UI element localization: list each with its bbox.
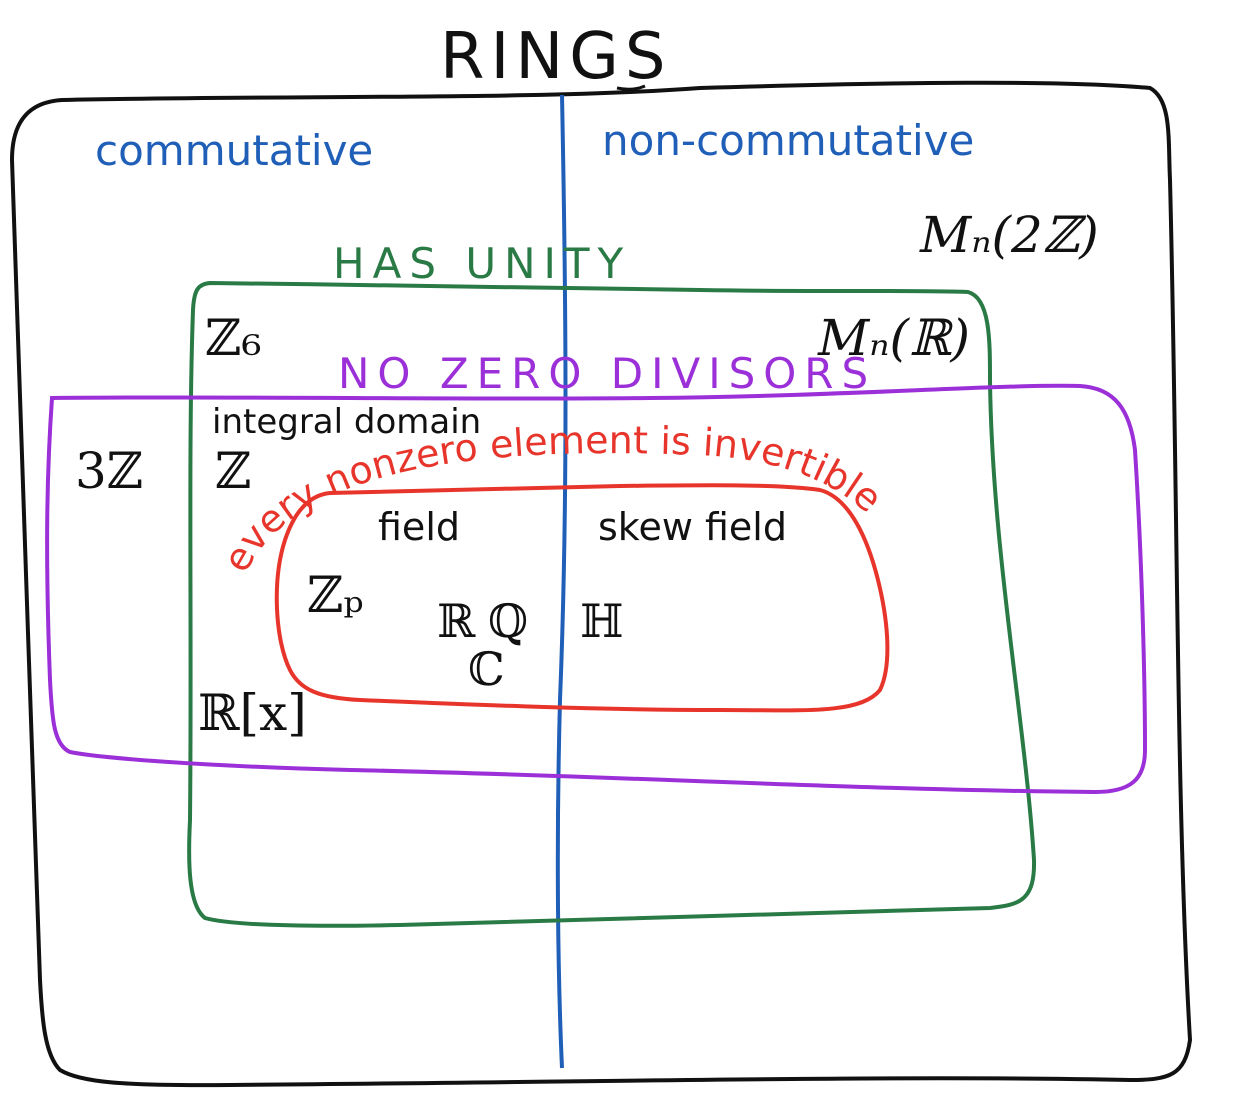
ring-3z: 3ℤ [75,442,143,500]
field-label: field [378,505,460,549]
commutative-divider [555,94,568,1069]
ring-zp: ℤₚ [307,566,364,624]
division-ring-region [274,483,890,713]
ring-polynomials: ℝ[x] [198,684,307,742]
non-commutative-label: non-commutative [602,116,974,165]
ring-z6: ℤ₆ [205,309,262,367]
has-unity-region [187,280,1037,928]
ring-rationals: ℚ [488,594,528,648]
ring-quaternions: ℍ [580,594,623,648]
has-unity-label: HAS UNITY [333,239,631,288]
ring-complex: ℂ [468,642,505,696]
ring-integers: ℤ [215,442,252,500]
no-zero-divisors-label: NO ZERO DIVISORS [338,349,876,398]
no-zero-divisors-region [45,383,1148,795]
invertible-label: every nonzero element is invertible [214,418,890,579]
commutative-label: commutative [95,126,373,175]
ring-matrices-2z: Mₙ(2ℤ) [919,206,1099,264]
integral-domain-label: integral domain [212,402,481,442]
diagram-title: RINGS [440,20,671,94]
title-underline [616,84,646,91]
ring-reals: ℝ [437,594,476,648]
skew-field-label: skew field [598,505,787,549]
ring-matrices-reals: Mₙ(ℝ) [817,309,970,367]
rings-boundary [9,80,1193,1088]
